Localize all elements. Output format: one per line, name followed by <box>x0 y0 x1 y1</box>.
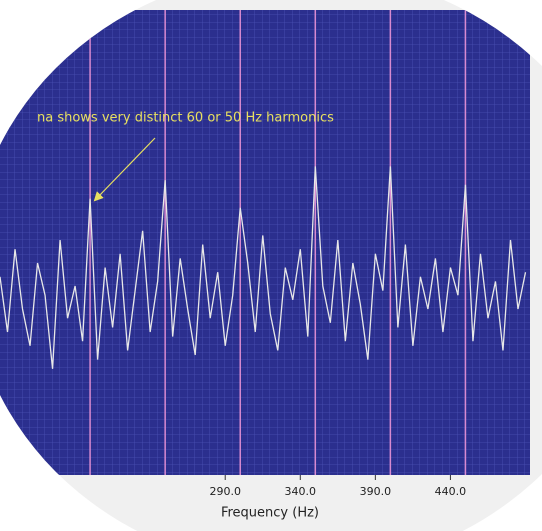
x-tick-label: 340.0 <box>285 485 317 498</box>
annotation: na shows very distinct 60 or 50 Hz harmo… <box>37 111 334 126</box>
x-tick-label: 440.0 <box>435 485 467 498</box>
x-tick-label: 390.0 <box>360 485 392 498</box>
x-tick-label: 290.0 <box>209 485 241 498</box>
x-axis-label: Frequency (Hz) <box>221 506 319 521</box>
grid <box>0 10 530 475</box>
annotation-arrow <box>93 137 156 202</box>
spectrum-trace <box>0 166 527 369</box>
